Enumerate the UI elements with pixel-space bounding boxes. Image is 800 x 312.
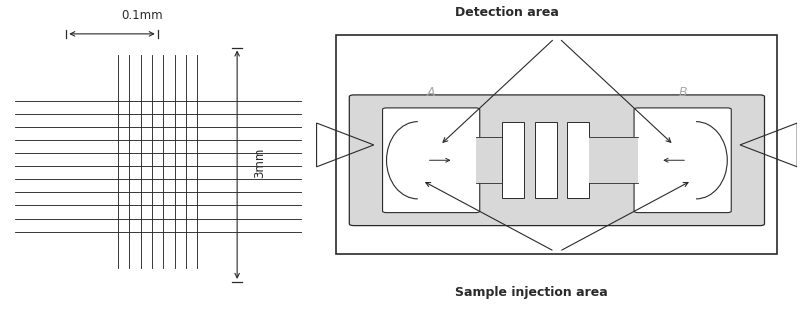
FancyBboxPatch shape [634,108,731,212]
Bar [337,35,778,255]
FancyBboxPatch shape [350,95,765,226]
Text: Detection area: Detection area [455,6,559,19]
Text: 0.1mm: 0.1mm [121,9,162,22]
Text: 3mm: 3mm [253,148,266,178]
Bar [476,137,502,183]
Text: Sample injection area: Sample injection area [454,285,607,299]
Bar [590,137,638,183]
Bar [534,122,557,198]
Bar [502,122,525,198]
Text: A: A [427,86,435,99]
Text: B: B [678,86,687,99]
Bar [567,122,590,198]
FancyBboxPatch shape [382,108,480,212]
